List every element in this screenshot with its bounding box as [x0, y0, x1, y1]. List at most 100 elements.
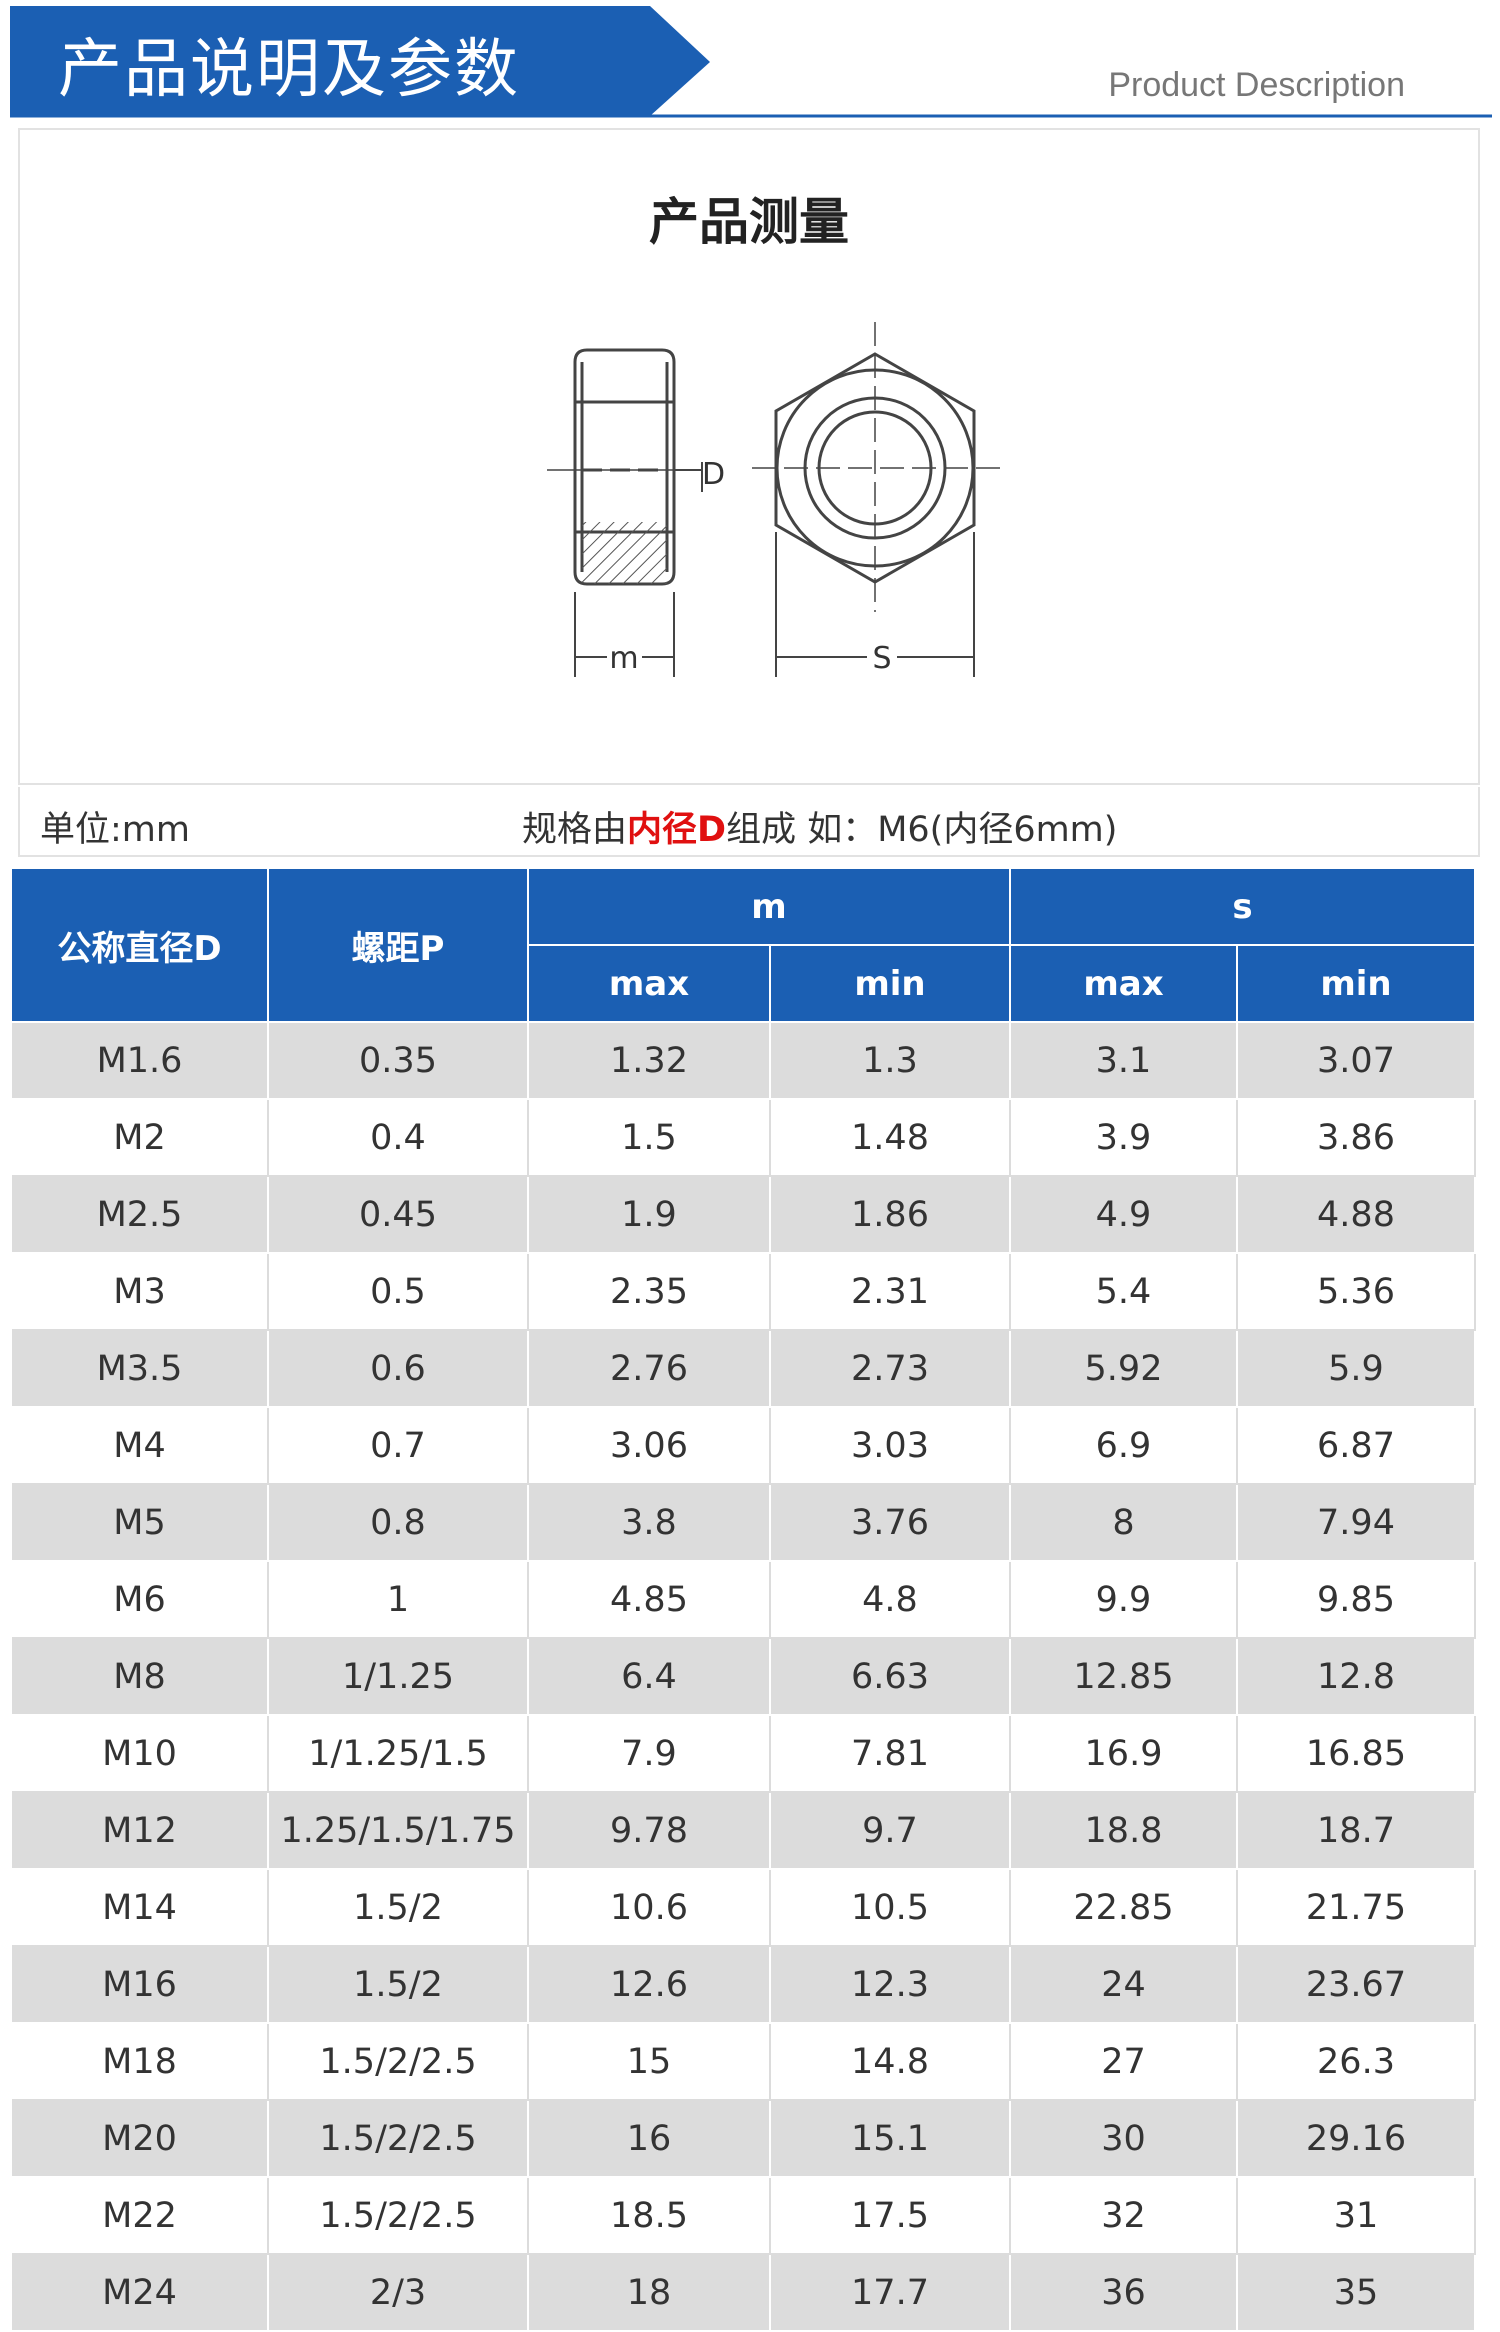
table-row: M5 0.8 3.8 3.76 8 7.94	[12, 1484, 1476, 1562]
table-cell: 1/1.25	[268, 1638, 529, 1716]
table-cell: 4.8	[770, 1561, 1011, 1639]
table-cell: 8	[1010, 1484, 1238, 1562]
table-row: M3.5 0.6 2.76 2.73 5.92 5.9	[12, 1330, 1476, 1408]
spec-note: 单位:mm 规格由内径D组成 如：M6(内径6mm)	[18, 787, 1480, 857]
table-cell: 1	[268, 1561, 529, 1639]
table-cell: M4	[12, 1407, 269, 1485]
table-cell: 1.5/2	[268, 1869, 529, 1947]
table-cell: 10.6	[528, 1869, 771, 1947]
table-cell: 35	[1237, 2254, 1476, 2332]
table-cell: 6.9	[1010, 1407, 1238, 1485]
table-cell: 16	[528, 2100, 771, 2178]
table-cell: 2.76	[528, 1330, 771, 1408]
table-row: M24 2/3 18 17.7 36 35	[12, 2254, 1476, 2332]
table-cell: 23.67	[1237, 1946, 1476, 2024]
table-cell: 12.8	[1237, 1638, 1476, 1716]
table-row: M20 1.5/2/2.5 16 15.1 30 29.16	[12, 2100, 1476, 2178]
table-cell: 1.9	[528, 1176, 771, 1254]
table-cell: 16.85	[1237, 1715, 1476, 1793]
header-cell: s	[1010, 869, 1476, 946]
table-cell: 14.8	[770, 2023, 1011, 2101]
table-cell: M12	[12, 1792, 269, 1870]
table-cell: 1/1.25/1.5	[268, 1715, 529, 1793]
table-cell: 0.5	[268, 1253, 529, 1331]
table-cell: 1.32	[528, 1022, 771, 1100]
table-cell: 2.31	[770, 1253, 1011, 1331]
table-cell: 6.87	[1237, 1407, 1476, 1485]
table-cell: 2.73	[770, 1330, 1011, 1408]
table-cell: 9.78	[528, 1792, 771, 1870]
diagram-panel: 产品测量	[18, 128, 1480, 785]
table-cell: 0.4	[268, 1099, 529, 1177]
table-cell: 5.92	[1010, 1330, 1238, 1408]
table-cell: M18	[12, 2023, 269, 2101]
table-cell: 9.9	[1010, 1561, 1238, 1639]
label-d: D	[702, 457, 725, 492]
table-cell: 3.86	[1237, 1099, 1476, 1177]
table-cell: 1.5/2/2.5	[268, 2177, 529, 2255]
table-cell: 17.7	[770, 2254, 1011, 2332]
header-cell: 螺距P	[268, 869, 529, 1023]
label-s: S	[872, 641, 891, 676]
table-cell: 3.06	[528, 1407, 771, 1485]
table-cell: M22	[12, 2177, 269, 2255]
header-cell: max	[1010, 945, 1238, 1023]
table-cell: M24	[12, 2254, 269, 2332]
header-cell: min	[770, 945, 1011, 1023]
table-cell: 1.48	[770, 1099, 1011, 1177]
table-cell: 1.5/2/2.5	[268, 2100, 529, 2178]
table-row: M2 0.4 1.5 1.48 3.9 3.86	[12, 1099, 1476, 1177]
table-cell: 2/3	[268, 2254, 529, 2332]
table-cell: 12.85	[1010, 1638, 1238, 1716]
table-row: M22 1.5/2/2.5 18.5 17.5 32 31	[12, 2177, 1476, 2255]
spec-table: 公称直径D 螺距P m s max min max min M1.6 0.35 1.…	[12, 869, 1476, 2332]
table-cell: 22.85	[1010, 1869, 1238, 1947]
table-row: M3 0.5 2.35 2.31 5.4 5.36	[12, 1253, 1476, 1331]
table-cell: 0.7	[268, 1407, 529, 1485]
nut-diagram: D m S	[547, 322, 1002, 677]
table-cell: M1.6	[12, 1022, 269, 1100]
table-cell: 31	[1237, 2177, 1476, 2255]
table-cell: 3.03	[770, 1407, 1011, 1485]
table-row: M14 1.5/2 10.6 10.5 22.85 21.75	[12, 1869, 1476, 1947]
label-m: m	[609, 641, 638, 676]
table-cell: 16.9	[1010, 1715, 1238, 1793]
table-cell: M20	[12, 2100, 269, 2178]
diagram-title: 产品测量	[649, 193, 849, 251]
table-cell: M14	[12, 1869, 269, 1947]
table-cell: M16	[12, 1946, 269, 2024]
table-cell: M10	[12, 1715, 269, 1793]
table-cell: M2.5	[12, 1176, 269, 1254]
table-cell: 1.5	[528, 1099, 771, 1177]
table-cell: M3	[12, 1253, 269, 1331]
table-cell: 18.8	[1010, 1792, 1238, 1870]
table-cell: 6.63	[770, 1638, 1011, 1716]
banner-shape	[10, 6, 1492, 118]
table-cell: 9.85	[1237, 1561, 1476, 1639]
table-cell: 30	[1010, 2100, 1238, 2178]
table-cell: 0.35	[268, 1022, 529, 1100]
table-cell: 12.6	[528, 1946, 771, 2024]
table-cell: M6	[12, 1561, 269, 1639]
table-cell: 27	[1010, 2023, 1238, 2101]
table-cell: 7.94	[1237, 1484, 1476, 1562]
table-cell: 3.8	[528, 1484, 771, 1562]
header-cell: min	[1237, 945, 1476, 1023]
table-cell: 3.9	[1010, 1099, 1238, 1177]
table-row: M4 0.7 3.06 3.03 6.9 6.87	[12, 1407, 1476, 1485]
table-row: M2.5 0.45 1.9 1.86 4.9 4.88	[12, 1176, 1476, 1254]
table-cell: 7.81	[770, 1715, 1011, 1793]
table-cell: 12.3	[770, 1946, 1011, 2024]
table-cell: 1.5/2/2.5	[268, 2023, 529, 2101]
table-row: M12 1.25/1.5/1.75 9.78 9.7 18.8 18.7	[12, 1792, 1476, 1870]
banner: 产品说明及参数 Product Description	[0, 0, 1500, 122]
table-cell: 0.8	[268, 1484, 529, 1562]
table-row: M18 1.5/2/2.5 15 14.8 27 26.3	[12, 2023, 1476, 2101]
page-subtitle: Product Description	[1108, 66, 1405, 104]
header-cell: 公称直径D	[12, 869, 269, 1023]
spec-text: 规格由内径D组成 如：M6(内径6mm)	[522, 801, 1117, 852]
table-cell: 18	[528, 2254, 771, 2332]
table-cell: 36	[1010, 2254, 1238, 2332]
table-cell: M2	[12, 1099, 269, 1177]
